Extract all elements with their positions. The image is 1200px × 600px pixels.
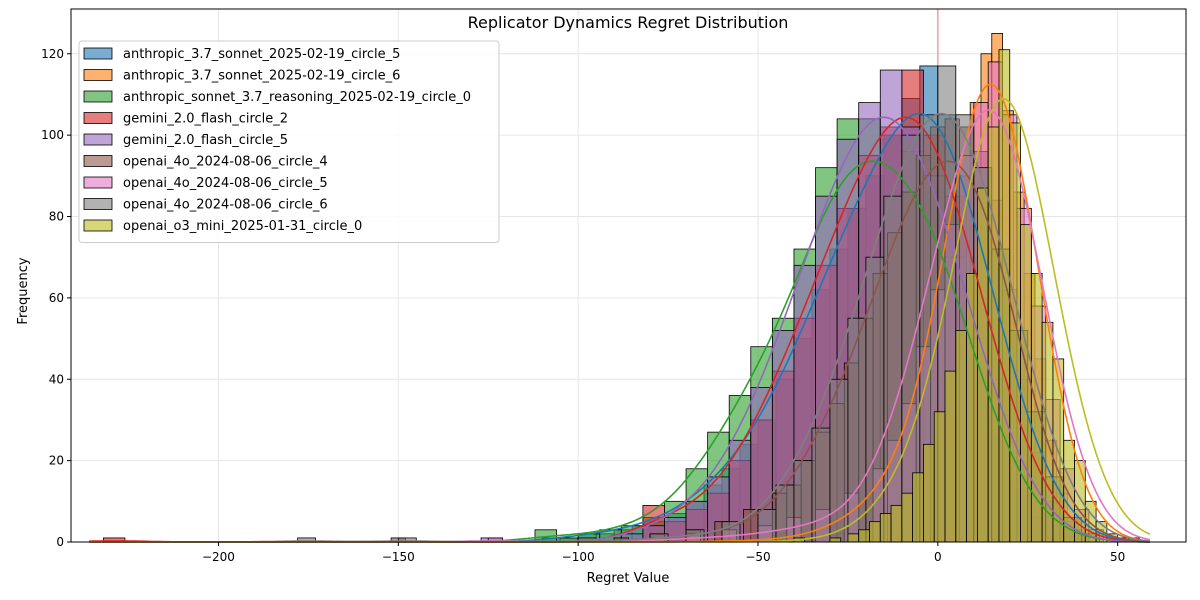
histogram-bar bbox=[944, 370, 957, 543]
y-tick-label: 60 bbox=[49, 291, 64, 305]
legend-swatch bbox=[83, 90, 113, 103]
histogram-bar bbox=[829, 378, 849, 543]
x-tick-label: 0 bbox=[934, 550, 942, 564]
legend-label: openai_4o_2024-08-06_circle_4 bbox=[123, 155, 328, 170]
histogram-bar bbox=[1020, 224, 1032, 543]
histogram-bar bbox=[901, 492, 914, 543]
legend-swatch bbox=[83, 176, 113, 189]
legend-swatch bbox=[83, 112, 113, 124]
x-tick-label: −150 bbox=[382, 550, 415, 564]
plot-area: −200 −150 −100 −50 0 50 0 20 40 60 80 100 120 bbox=[41, 8, 1187, 564]
legend-label: openai_4o_2024-08-06_circle_6 bbox=[123, 198, 328, 213]
legend-swatch bbox=[83, 155, 113, 167]
histogram-bar bbox=[793, 460, 813, 543]
y-axis-label: Frequency bbox=[16, 257, 31, 324]
y-tick-label: 100 bbox=[41, 128, 64, 142]
histogram-bar bbox=[829, 537, 842, 543]
histogram-bar bbox=[883, 195, 903, 543]
legend-label: openai_o3_mini_2025-01-31_circle_0 bbox=[123, 219, 362, 234]
legend-swatch bbox=[83, 69, 113, 81]
legend-swatch bbox=[83, 198, 113, 210]
legend-label: anthropic_3.7_sonnet_2025-02-19_circle_6 bbox=[123, 69, 400, 84]
histogram-bar bbox=[955, 330, 967, 543]
histogram-bar bbox=[1009, 122, 1021, 543]
axes-frame bbox=[70, 8, 1187, 543]
histogram-bar bbox=[912, 472, 924, 543]
legend-label: openai_4o_2024-08-06_circle_5 bbox=[123, 176, 328, 191]
y-tick-label: 120 bbox=[41, 47, 64, 61]
chart-title: Replicator Dynamics Regret Distribution bbox=[468, 13, 789, 32]
histogram-bar bbox=[865, 256, 885, 543]
legend-label: anthropic_sonnet_3.7_reasoning_2025-02-1… bbox=[123, 90, 471, 105]
legend-swatch bbox=[83, 219, 113, 232]
y-tick-label: 0 bbox=[56, 535, 64, 549]
histogram-bar bbox=[847, 317, 867, 543]
histogram-bar bbox=[847, 533, 860, 543]
legend-label: gemini_2.0_flash_circle_2 bbox=[123, 112, 288, 127]
x-tick-label: −200 bbox=[202, 550, 235, 564]
histogram-bar bbox=[757, 509, 777, 543]
histogram-bar bbox=[923, 443, 935, 543]
x-tick-label: −100 bbox=[562, 550, 595, 564]
x-axis-label: Regret Value bbox=[587, 571, 670, 586]
legend-label: gemini_2.0_flash_circle_5 bbox=[123, 133, 288, 148]
legend-box bbox=[78, 40, 500, 243]
y-tick-label: 40 bbox=[49, 372, 64, 386]
y-tick-label: 80 bbox=[49, 210, 64, 224]
x-tick-label: −50 bbox=[745, 550, 770, 564]
histogram-bar bbox=[933, 411, 946, 543]
legend: anthropic_3.7_sonnet_2025-02-19_circle_5… bbox=[78, 40, 500, 243]
legend-swatch bbox=[83, 47, 113, 60]
legend-swatch bbox=[83, 133, 113, 146]
histogram-bar bbox=[858, 529, 870, 543]
x-tick-label: 50 bbox=[1110, 550, 1125, 564]
legend-label: anthropic_3.7_sonnet_2025-02-19_circle_5 bbox=[123, 47, 400, 62]
histogram-bar bbox=[879, 513, 892, 543]
histogram-bar bbox=[869, 521, 881, 543]
histogram-bar bbox=[987, 126, 1000, 543]
y-tick-label: 20 bbox=[49, 454, 64, 468]
histogram-bar bbox=[890, 504, 903, 543]
